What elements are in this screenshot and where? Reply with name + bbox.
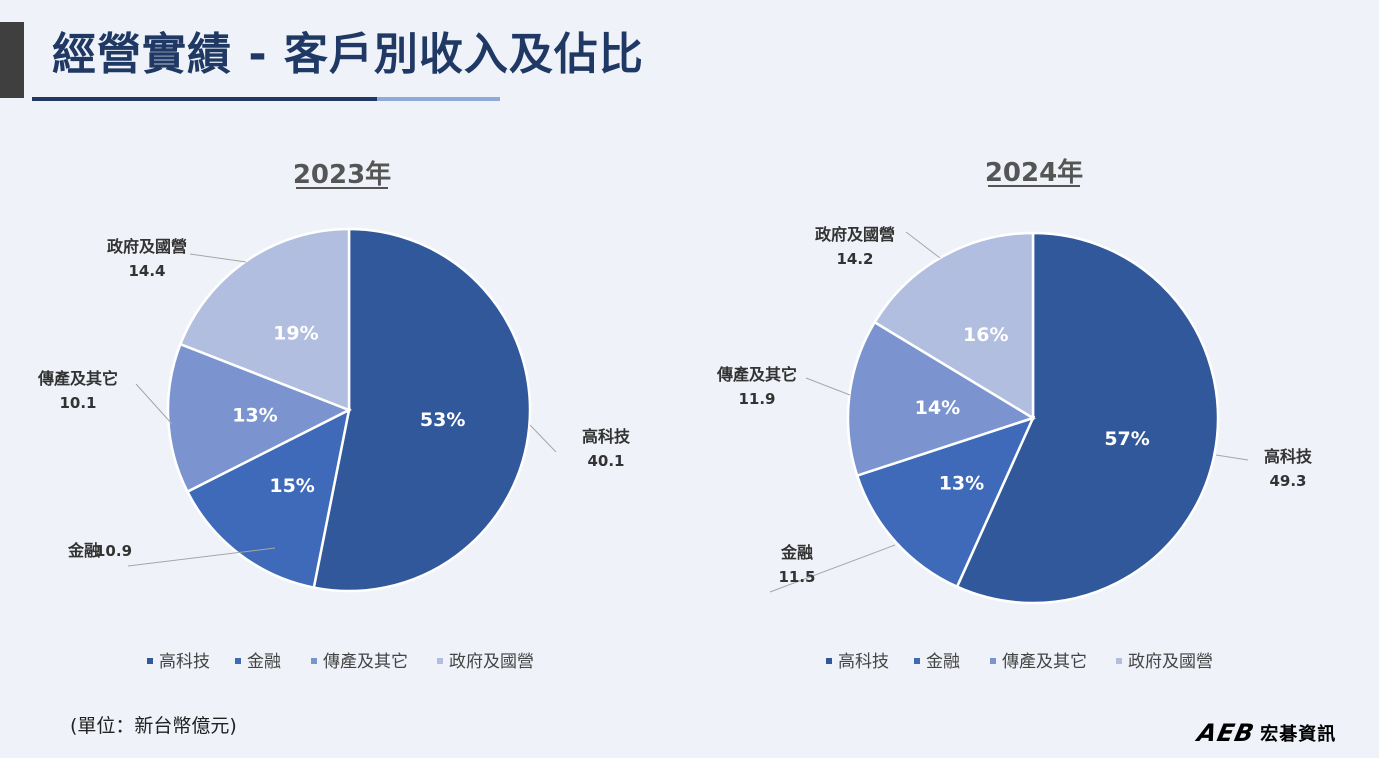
legend-label-2-3: 傳產及其它 (1002, 652, 1087, 672)
pie-slice-1-3 (166, 342, 353, 494)
leader-line-2-3 (805, 377, 851, 396)
value-label-2-2: 11.5 (778, 568, 815, 586)
pie-slice-1-2 (185, 407, 351, 590)
pie-slice-2-3 (846, 320, 1036, 478)
pie-slice-2-1 (955, 231, 1220, 605)
leader-line-1-1 (529, 424, 557, 453)
legend-label-1-2: 金融 (247, 652, 281, 672)
legend-swatch-2-1 (826, 658, 832, 664)
pie-slice-1-4 (178, 227, 351, 412)
percent-label-1-3: 13% (232, 405, 277, 427)
logo-mark: AEB (1195, 719, 1258, 747)
value-label-2-3: 11.9 (738, 390, 775, 408)
percent-label-1-4: 19% (273, 322, 318, 344)
leader-line-1-3 (135, 383, 173, 425)
category-label-2-4: 政府及國營 (815, 225, 895, 244)
legend-label-1-1: 高科技 (159, 652, 210, 672)
value-label-1-1: 40.1 (587, 452, 624, 470)
category-label-2-1: 高科技 (1264, 447, 1313, 466)
value-label-1-2: 10.9 (95, 542, 132, 560)
value-label-1-4: 14.4 (128, 262, 165, 280)
category-label-1-3: 傳產及其它 (37, 369, 118, 388)
company-logo: AEB 宏碁資訊 (1195, 719, 1337, 747)
leader-line-1-4 (189, 253, 247, 263)
legend-swatch-2-4 (1116, 658, 1122, 664)
percent-label-1-1: 53% (420, 409, 465, 431)
legend-swatch-1-1 (147, 658, 153, 664)
category-label-1-1: 高科技 (582, 427, 631, 446)
value-label-2-4: 14.2 (836, 250, 873, 268)
logo-text: 宏碁資訊 (1260, 724, 1337, 745)
leader-line-2-1 (1215, 454, 1249, 461)
percent-label-2-1: 57% (1104, 428, 1149, 450)
chart-title-2: 2024年 (985, 157, 1083, 188)
leader-line-1-2 (127, 547, 276, 567)
percent-label-2-2: 13% (939, 472, 984, 494)
pie-slice-1-1 (312, 227, 532, 593)
legend-swatch-1-3 (311, 658, 317, 664)
category-label-2-2: 金融 (780, 543, 813, 562)
pie-slice-2-4 (872, 231, 1035, 421)
title-underline-dark (32, 97, 377, 101)
legend-label-2-2: 金融 (926, 652, 960, 672)
value-label-2-1: 49.3 (1269, 472, 1306, 490)
category-label-1-2: 金融 (67, 541, 100, 560)
category-label-2-3: 傳產及其它 (716, 365, 797, 384)
legend-label-1-3: 傳產及其它 (323, 652, 408, 672)
value-label-1-3: 10.1 (59, 394, 96, 412)
legend-swatch-1-4 (437, 658, 443, 664)
unit-note: (單位：新台幣億元) (70, 715, 237, 737)
legend-swatch-2-2 (914, 658, 920, 664)
legend-label-2-1: 高科技 (838, 652, 889, 672)
legend-swatch-1-2 (235, 658, 241, 664)
pie-slice-2-2 (855, 415, 1036, 589)
leader-line-2-2 (769, 544, 896, 593)
category-label-1-4: 政府及國營 (107, 237, 187, 256)
legend-swatch-2-3 (990, 658, 996, 664)
page-title: 經營實績 - 客戶別收入及佔比 (52, 29, 644, 80)
legend-label-1-4: 政府及國營 (449, 652, 534, 672)
chart-title-1: 2023年 (293, 159, 391, 190)
leader-line-2-4 (905, 231, 941, 259)
legend-label-2-4: 政府及國營 (1128, 652, 1213, 672)
title-underline-light (377, 97, 500, 101)
percent-label-2-3: 14% (915, 397, 960, 419)
percent-label-2-4: 16% (963, 324, 1008, 346)
title-accent-bar (0, 22, 24, 98)
percent-label-1-2: 15% (269, 475, 314, 497)
